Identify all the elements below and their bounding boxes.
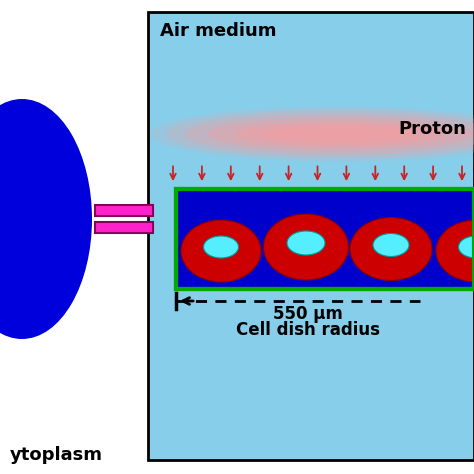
Text: Proton: Proton (398, 120, 466, 138)
Ellipse shape (264, 214, 348, 280)
Ellipse shape (236, 122, 445, 146)
Text: ytoplasm: ytoplasm (10, 446, 103, 464)
Text: Air medium: Air medium (160, 22, 276, 40)
Ellipse shape (0, 99, 92, 339)
Ellipse shape (287, 231, 325, 255)
Bar (148, 12, 474, 460)
Ellipse shape (373, 234, 409, 256)
Ellipse shape (165, 110, 474, 158)
Ellipse shape (264, 125, 416, 143)
Bar (95, 205, 153, 216)
Text: 550 μm: 550 μm (273, 305, 343, 323)
Ellipse shape (207, 118, 473, 151)
Ellipse shape (350, 218, 432, 281)
Text: Cell dish radius: Cell dish radius (236, 321, 380, 339)
Bar (176, 189, 474, 289)
Bar (95, 222, 153, 233)
Bar (176, 189, 474, 289)
Ellipse shape (436, 220, 474, 282)
Ellipse shape (458, 236, 474, 258)
Ellipse shape (181, 220, 261, 282)
Ellipse shape (184, 113, 474, 155)
Ellipse shape (150, 107, 474, 162)
Ellipse shape (203, 236, 238, 258)
